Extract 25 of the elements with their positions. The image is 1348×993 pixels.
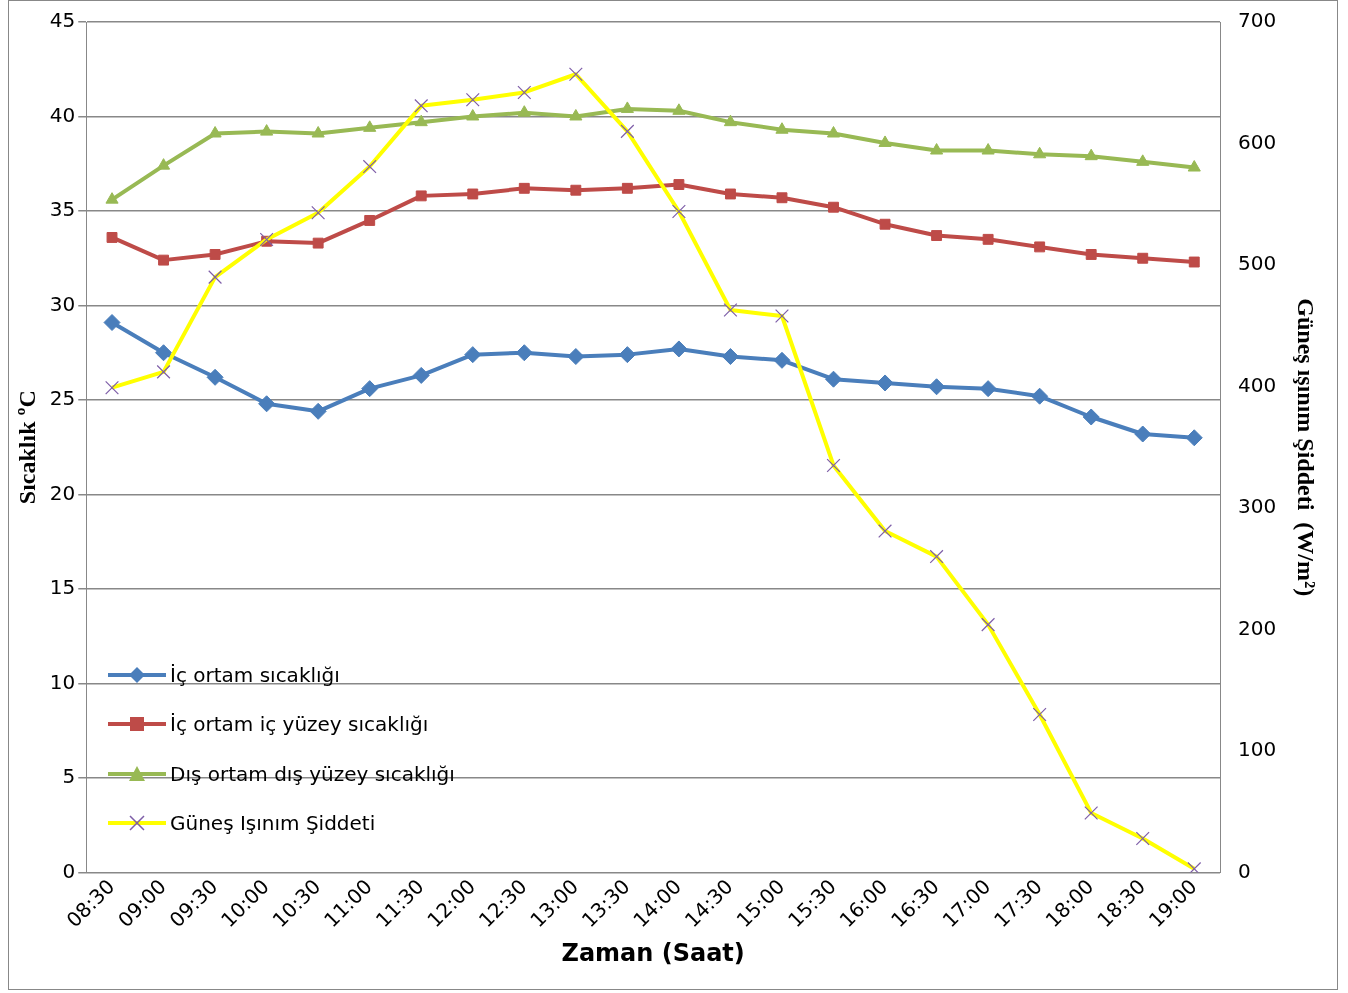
y-tick-label: 45 <box>49 8 76 33</box>
y2-tick-label: 0 <box>1238 858 1251 883</box>
y-tick-label: 10 <box>49 669 76 694</box>
legend-label: Dış ortam dış yüzey sıcaklığı <box>170 761 455 786</box>
x-axis-title: Zaman (Saat) <box>561 938 745 967</box>
y-tick-label: 25 <box>49 386 76 411</box>
y2-tick-label: 200 <box>1238 615 1277 640</box>
y-tick-label: 20 <box>49 480 76 505</box>
y2-axis-title: Güneş ışınım Şiddeti (W/m²) <box>1293 298 1320 597</box>
y-tick-label: 40 <box>49 102 76 127</box>
y-tick-label: 15 <box>49 575 76 600</box>
legend-label: İç ortam iç yüzey sıcaklığı <box>170 712 429 737</box>
y2-tick-label: 500 <box>1238 251 1277 276</box>
y-tick-label: 0 <box>62 858 76 883</box>
y-tick-label: 5 <box>62 764 76 789</box>
legend-label: İç ortam sıcaklığı <box>170 662 340 687</box>
y2-tick-label: 100 <box>1238 737 1277 762</box>
y-axis-title: Sıcaklık ºC <box>13 390 40 505</box>
y2-tick-label: 400 <box>1238 372 1277 397</box>
legend-label: Güneş Işınım Şiddeti <box>170 811 376 836</box>
y-tick-label: 30 <box>49 291 76 316</box>
y2-tick-label: 600 <box>1238 129 1277 154</box>
y2-tick-label: 300 <box>1238 494 1277 519</box>
y-tick-label: 35 <box>49 197 76 222</box>
y2-tick-label: 700 <box>1238 8 1277 33</box>
